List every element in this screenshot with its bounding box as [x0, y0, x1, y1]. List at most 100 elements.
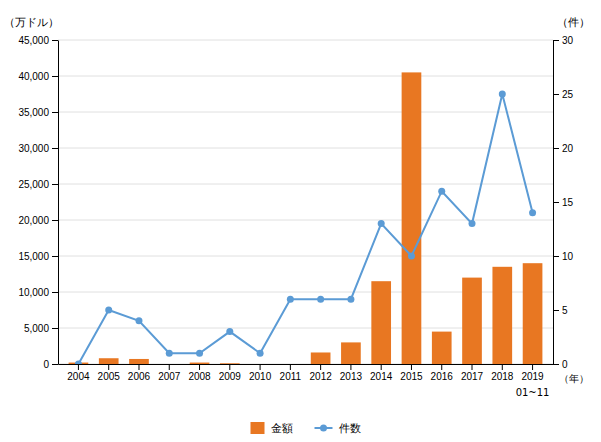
y-tick-mark	[52, 148, 58, 149]
marker	[438, 188, 445, 195]
y2-tick-label: 0	[562, 359, 568, 370]
bar	[99, 358, 119, 364]
x-tick-label: 2017	[461, 371, 484, 382]
x-axis: 2004200520062007200820092010201120122013…	[59, 364, 554, 382]
grid-line	[58, 256, 553, 257]
y2-tick: 15	[553, 197, 574, 208]
y2-tick-mark	[553, 202, 559, 203]
grid-line	[58, 148, 553, 149]
y2-tick: 10	[553, 251, 574, 262]
y-tick: 40,000	[18, 71, 58, 82]
y-tick-mark	[52, 76, 58, 77]
x-tick: 2017	[461, 364, 484, 382]
y-tick-label: 25,000	[18, 179, 49, 190]
x-tick: 2014	[370, 364, 393, 382]
y-tick: 25,000	[18, 179, 58, 190]
x-tick: 2006	[128, 364, 151, 382]
x-tick-label: 2010	[249, 371, 272, 382]
marker	[105, 307, 112, 314]
x-tick-mark	[320, 364, 321, 370]
x-tick-mark	[78, 364, 79, 370]
marker	[196, 350, 203, 357]
x-tick-mark	[441, 364, 442, 370]
y-tick-label: 35,000	[18, 107, 49, 118]
marks	[69, 72, 543, 364]
x-tick: 2010	[249, 364, 272, 382]
marker	[135, 317, 142, 324]
x-tick: 2005	[98, 364, 121, 382]
bar	[523, 263, 543, 364]
y2-tick-label: 25	[562, 89, 574, 100]
y2-tick-mark	[553, 364, 559, 365]
marker	[529, 209, 536, 216]
grid-line	[58, 220, 553, 221]
y-tick-label: 40,000	[18, 71, 49, 82]
y-tick: 10,000	[18, 287, 58, 298]
marker	[317, 296, 324, 303]
x-tick-mark	[108, 364, 109, 370]
x-tick-label: 2014	[370, 371, 393, 382]
y2-tick: 25	[553, 89, 574, 100]
bar	[402, 72, 422, 364]
x-tick-label: 2016	[431, 371, 454, 382]
x-tick-mark	[532, 364, 533, 370]
y2-tick-label: 20	[562, 143, 574, 154]
y-tick-label: 30,000	[18, 143, 49, 154]
x-tick: 2015	[400, 364, 423, 382]
grid-line	[58, 40, 553, 41]
x-tick: 2007	[158, 364, 181, 382]
bar	[129, 359, 149, 364]
y-tick: 30,000	[18, 143, 58, 154]
x-tick-mark	[350, 364, 351, 370]
y-tick-mark	[52, 328, 58, 329]
x-tick-label: 2006	[128, 371, 151, 382]
bar	[250, 364, 270, 365]
y2-tick-label: 30	[562, 35, 574, 46]
line	[78, 94, 532, 364]
x-tick-mark	[411, 364, 412, 370]
bar	[220, 363, 240, 364]
marker	[166, 350, 173, 357]
marker	[469, 220, 476, 227]
y-axis: 05,00010,00015,00020,00025,00030,00035,0…	[18, 35, 58, 370]
marker	[408, 253, 415, 260]
x-tick-label: 2005	[98, 371, 121, 382]
legend: 金額 件数	[251, 422, 361, 435]
legend-item: 件数	[315, 422, 361, 435]
y2-tick: 5	[553, 305, 568, 316]
legend-item: 金額	[251, 422, 293, 435]
y-tick-label: 15,000	[18, 251, 49, 262]
x-tick-mark	[290, 364, 291, 370]
bar	[371, 281, 391, 364]
y2-tick-mark	[553, 40, 559, 41]
y2-tick-label: 5	[562, 305, 568, 316]
y2-tick: 20	[553, 143, 574, 154]
y2-tick-mark	[553, 94, 559, 95]
y-tick-mark	[52, 220, 58, 221]
marker	[347, 296, 354, 303]
y-tick-mark	[52, 364, 58, 365]
x-tick-label: 2015	[400, 371, 423, 382]
y-tick-mark	[52, 40, 58, 41]
y-tick: 35,000	[18, 107, 58, 118]
y2-tick-mark	[553, 148, 559, 149]
grid-line	[58, 112, 553, 113]
y-tick-label: 45,000	[18, 35, 49, 46]
marker	[499, 91, 506, 98]
x-tick-label: 2004	[67, 371, 90, 382]
x-tick-label: 2012	[310, 371, 333, 382]
axis-domain	[58, 41, 59, 365]
legend-label: 件数	[339, 422, 361, 435]
bar	[281, 364, 301, 365]
x-tick-label: 2007	[158, 371, 181, 382]
y-tick-label: 5,000	[24, 323, 49, 334]
y-tick-label: 20,000	[18, 215, 49, 226]
y2-tick-mark	[553, 256, 559, 257]
x-axis-title: （年）	[559, 373, 589, 384]
x-tick-label: 2011	[280, 371, 302, 382]
y-tick-mark	[52, 184, 58, 185]
x-tick: 2012	[310, 364, 333, 382]
y-tick-mark	[52, 256, 58, 257]
x-tick: 2008	[188, 364, 211, 382]
y-tick: 20,000	[18, 215, 58, 226]
